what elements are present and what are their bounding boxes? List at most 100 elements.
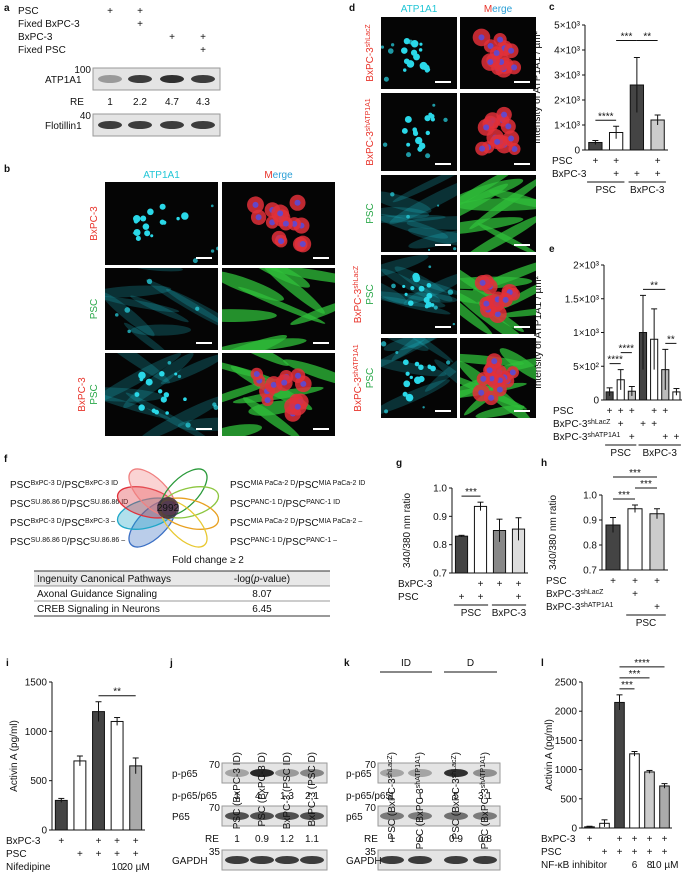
condition-name: BxPC-3shATP1A1 bbox=[546, 602, 614, 614]
y-tick-label: 0.7 bbox=[433, 569, 447, 580]
blot-band bbox=[473, 769, 497, 777]
speckle bbox=[183, 397, 187, 402]
fibre bbox=[381, 255, 429, 282]
micrograph-content bbox=[105, 268, 218, 350]
condition-mark: + bbox=[114, 849, 120, 860]
panel-letter: l bbox=[541, 658, 544, 669]
speckle bbox=[195, 306, 200, 311]
text-part: shATP1A1 bbox=[480, 755, 487, 788]
text-part: BxPC-3 bbox=[77, 377, 88, 412]
y-tick-label: 0 bbox=[41, 826, 47, 837]
bar bbox=[614, 701, 625, 829]
condition-mark: + bbox=[169, 32, 175, 43]
text-part: PSC bbox=[365, 284, 376, 305]
venn-legend-entry: PSCMIA PaCa-2 D/PSCMIA PaCa-2 ID bbox=[230, 480, 365, 492]
condition-name: Nifedipine bbox=[6, 862, 51, 873]
blot-band bbox=[250, 856, 274, 864]
condition-mark: + bbox=[613, 156, 619, 167]
significance-label: *** bbox=[621, 32, 633, 43]
table-cell: 6.45 bbox=[252, 604, 272, 615]
fibre bbox=[381, 338, 429, 351]
blot-band bbox=[275, 856, 299, 864]
speckle bbox=[401, 128, 408, 134]
significance-label: ** bbox=[667, 334, 675, 345]
fibre bbox=[138, 395, 218, 436]
nucleus bbox=[479, 145, 486, 152]
blot-band bbox=[128, 75, 152, 83]
nucleus bbox=[270, 381, 277, 388]
text-part: BxPC-3 – bbox=[85, 518, 115, 525]
fibre bbox=[389, 176, 457, 225]
fibre bbox=[166, 288, 218, 336]
table-header: -log(p-value) bbox=[234, 574, 290, 585]
lane-label: PSC (BxPC-3shATP1A1) bbox=[480, 752, 492, 849]
fibre bbox=[222, 334, 288, 350]
group-label: ID bbox=[401, 658, 411, 669]
blot-strip bbox=[221, 805, 328, 827]
group-label: PSC bbox=[610, 448, 631, 459]
micrograph-content bbox=[381, 38, 431, 82]
speckle bbox=[418, 48, 423, 52]
speckle bbox=[453, 247, 457, 251]
y-tick-label: 2×10³ bbox=[554, 96, 581, 107]
nucleus bbox=[294, 199, 301, 206]
condition-mark: + bbox=[587, 834, 593, 845]
speckle bbox=[408, 39, 414, 45]
text-part: BxPC-3 bbox=[353, 377, 364, 412]
mw-marker: 70 bbox=[209, 803, 221, 814]
nucleus bbox=[509, 369, 516, 376]
significance-label: ** bbox=[650, 280, 658, 291]
text-part: PSC (BxPC-3 bbox=[387, 778, 398, 840]
blot-band bbox=[444, 769, 468, 777]
y-tick-label: 1.0 bbox=[583, 491, 597, 502]
condition-name: PSC bbox=[541, 847, 562, 858]
condition-mark: + bbox=[640, 419, 646, 430]
text-part: BxPC-3 bbox=[553, 432, 588, 443]
panel-letter: c bbox=[549, 2, 555, 13]
blot-band bbox=[225, 812, 249, 820]
speckle bbox=[403, 58, 410, 65]
y-tick-label: 0.9 bbox=[583, 516, 597, 527]
mw-marker: 70 bbox=[209, 760, 221, 771]
quant-value: 3.1 bbox=[478, 791, 492, 802]
fibre bbox=[408, 229, 457, 249]
speckle bbox=[138, 404, 145, 411]
speckle bbox=[127, 329, 131, 334]
y-tick-label: 5×10² bbox=[573, 362, 600, 373]
speckle bbox=[402, 284, 406, 288]
condition-name: BxPC-3shLacZ bbox=[553, 419, 611, 431]
quant-value: 1 bbox=[389, 834, 395, 845]
micrograph-content bbox=[381, 255, 457, 326]
significance-label: *** bbox=[465, 487, 477, 498]
nucleus bbox=[511, 64, 518, 71]
quant-value: 1.1 bbox=[305, 834, 319, 845]
quant-label: p-p65/p65 bbox=[346, 791, 391, 802]
nucleus bbox=[480, 375, 487, 382]
condition-name: PSC bbox=[552, 156, 573, 167]
fibre bbox=[125, 392, 213, 436]
text-part: BxPC-3 ID bbox=[85, 480, 118, 487]
condition-mark: 20 µM bbox=[122, 862, 150, 873]
fibre bbox=[240, 268, 310, 288]
y-tick-label: 1000 bbox=[25, 727, 48, 738]
fibre bbox=[268, 268, 335, 285]
fibre bbox=[499, 348, 536, 382]
condition-mark: + bbox=[662, 432, 668, 443]
blot-band bbox=[98, 75, 122, 83]
panel-letter: j bbox=[169, 658, 173, 669]
condition-mark: + bbox=[662, 406, 668, 417]
y-tick-label: 0.8 bbox=[433, 540, 447, 551]
lane-label: PSC (BxPC-3shLacZ) bbox=[387, 752, 399, 839]
condition-mark: + bbox=[200, 45, 206, 56]
speckle bbox=[192, 258, 198, 264]
speckle bbox=[403, 380, 411, 388]
nucleus bbox=[252, 201, 259, 208]
condition-mark: + bbox=[632, 847, 638, 858]
blot-band bbox=[300, 856, 324, 864]
text-part: SU.86.86 ID bbox=[90, 499, 128, 506]
blot-band bbox=[225, 769, 249, 777]
text-part: shATP1A1 bbox=[415, 755, 422, 788]
y-tick-label: 1.0 bbox=[433, 484, 447, 495]
text-part: PSC bbox=[10, 480, 31, 491]
